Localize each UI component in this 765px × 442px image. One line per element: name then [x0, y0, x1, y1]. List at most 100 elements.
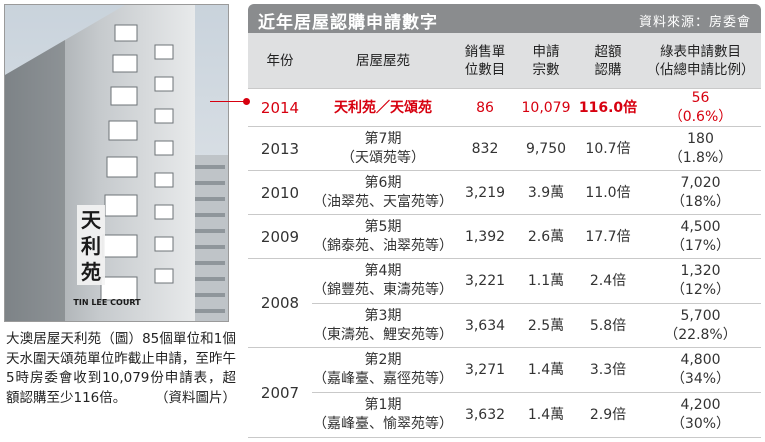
- cell-oversubscription: 17.7倍: [585, 228, 631, 245]
- cell-units: 86: [476, 99, 494, 116]
- cell-units: 1,392: [464, 228, 506, 245]
- cell-applications: 1.4萬: [527, 406, 565, 423]
- cell-estate: 第6期 （油翠苑、天富苑等）: [312, 171, 454, 215]
- cell-applications: 3.9萬: [527, 184, 565, 201]
- header-year: 年份: [248, 33, 312, 88]
- table-title-bar: 近年居屋認購申請數字 資料來源：房委會: [248, 4, 761, 33]
- cell-oversubscription: 2.9倍: [589, 406, 627, 423]
- cell-estate: 第3期 （東濤苑、鯉安苑等）: [312, 304, 454, 348]
- cell-estate-names: （天頌苑等）: [341, 150, 425, 166]
- cell-phase: 第7期: [364, 131, 402, 147]
- caption-text: 大澳居屋天利苑（圖）85個單位和1個天水圍天頌苑單位昨截止申請，至昨午5時房委會…: [6, 331, 236, 406]
- header-over-line2: 認購: [594, 61, 622, 78]
- cell-green-count: 56: [691, 90, 710, 106]
- cell-green-form: 180 （1.8%）: [640, 127, 761, 171]
- header-apps-line1: 申請: [532, 43, 560, 60]
- pointer-line: [210, 101, 246, 102]
- header-over-line1: 超額: [594, 43, 622, 60]
- sign-char-1: 天: [81, 208, 102, 232]
- cell-green-count: 4,800: [680, 352, 721, 368]
- header-apps-line2: 宗數: [532, 61, 560, 78]
- cell-estate-names: （東濤苑、鯉安苑等）: [313, 327, 453, 343]
- cell-green-pct: （30%）: [670, 416, 731, 432]
- cell-units: 3,271: [464, 361, 506, 378]
- row-divider: [312, 392, 761, 393]
- cell-estate: 第4期 （錦豐苑、東濤苑等）: [312, 259, 454, 303]
- cell-applications: 2.6萬: [527, 228, 565, 245]
- table-row-2010: 2010 第6期 （油翠苑、天富苑等） 3,219 3.9萬 11.0倍 7,0…: [248, 170, 761, 215]
- cell-applications: 2.5萬: [527, 317, 565, 334]
- cell-units: 3,221: [464, 272, 506, 289]
- header-year-label: 年份: [266, 52, 294, 69]
- cell-year: 2008: [260, 294, 300, 312]
- cell-green-form: 7,020 （18%）: [640, 171, 761, 215]
- cell-applications: 1.4萬: [527, 361, 565, 378]
- cell-estate-names: （嘉峰臺、嘉徑苑等）: [313, 371, 453, 387]
- header-estate-label: 居屋屋苑: [356, 52, 410, 69]
- cell-estate-names: （錦豐苑、東濤苑等）: [313, 282, 453, 298]
- row-divider: [312, 303, 761, 304]
- cell-phase: 第5期: [364, 219, 402, 235]
- header-applications: 申請 宗數: [516, 33, 576, 88]
- cell-applications: 1.1萬: [527, 272, 565, 289]
- cell-green-pct: （12%）: [670, 282, 731, 298]
- cell-green-form: 1,320 （12%）: [640, 259, 761, 303]
- table-group-2007: 2007 第2期 （嘉峰臺、嘉徑苑等） 3,271 1.4萬 3.3倍 4,80…: [248, 347, 761, 438]
- cell-units: 832: [471, 140, 499, 157]
- header-green-line1: 綠表申請數目: [660, 43, 741, 60]
- table-group-2008: 2008 第4期 （錦豐苑、東濤苑等） 3,221 1.1萬 2.4倍 1,32…: [248, 258, 761, 348]
- cell-green-count: 7,020: [680, 175, 721, 191]
- cell-green-form: 4,200 （30%）: [640, 393, 761, 437]
- table-row-2014: 2014 天利苑／天頌苑 86 10,079 116.0倍 56 （0.6%）: [248, 88, 761, 127]
- header-oversubscription: 超額 認購: [576, 33, 640, 88]
- cell-estate: 第2期 （嘉峰臺、嘉徑苑等）: [312, 348, 454, 392]
- cell-year: 2007: [260, 383, 300, 402]
- cell-green-pct: （34%）: [670, 371, 731, 387]
- cell-phase: 第4期: [364, 263, 402, 279]
- photo-caption: 大澳居屋天利苑（圖）85個單位和1個天水圍天頌苑單位昨截止申請，至昨午5時房委會…: [6, 330, 236, 408]
- cell-oversubscription: 10.7倍: [585, 140, 631, 157]
- cell-year: 2009: [260, 227, 300, 246]
- cell-green-pct: （22.8%）: [664, 327, 737, 343]
- sign-char-2: 利: [81, 234, 101, 258]
- cell-green-count: 4,200: [680, 397, 721, 413]
- cell-oversubscription: 5.8倍: [589, 317, 627, 334]
- cell-year: 2013: [260, 139, 300, 158]
- cell-green-count: 4,500: [680, 219, 721, 235]
- sign-english: TIN LEE COURT: [73, 298, 141, 307]
- cell-estate-names: （錦泰苑、油翠苑等）: [313, 238, 453, 254]
- cell-units: 3,634: [464, 317, 506, 334]
- cell-green-pct: （1.8%）: [668, 150, 733, 166]
- cell-green-form: 56 （0.6%）: [640, 89, 761, 127]
- cell-green-pct: （17%）: [670, 238, 731, 254]
- cell-estate-names: （嘉峰臺、愉翠苑等）: [313, 416, 453, 432]
- cell-green-pct: （0.6%）: [668, 109, 733, 125]
- application-stats-table: 近年居屋認購申請數字 資料來源：房委會 年份 居屋屋苑 銷售單 位數目 申請 宗…: [248, 4, 761, 438]
- table-header: 年份 居屋屋苑 銷售單 位數目 申請 宗數 超額 認購 綠表申請數目 （佔總申請…: [248, 33, 761, 88]
- cell-applications: 9,750: [525, 140, 567, 157]
- cell-oversubscription: 11.0倍: [585, 184, 631, 201]
- cell-year: 2010: [260, 183, 300, 202]
- building-photo: 天 利 苑 TIN LEE COURT: [4, 4, 229, 322]
- header-green-form: 綠表申請數目 （佔總申請比例）: [640, 33, 761, 88]
- cell-phase: 第2期: [364, 352, 402, 368]
- cell-green-form: 4,800 （34%）: [640, 348, 761, 392]
- header-units-line1: 銷售單: [464, 43, 506, 60]
- table-title: 近年居屋認購申請數字: [258, 13, 438, 33]
- cell-oversubscription: 2.4倍: [589, 272, 627, 289]
- cell-estate-names: （油翠苑、天富苑等）: [313, 194, 453, 210]
- cell-phase: 第6期: [364, 175, 402, 191]
- sign-char-3: 苑: [81, 260, 101, 284]
- cell-phase: 第3期: [364, 308, 402, 324]
- cell-green-pct: （18%）: [670, 194, 731, 210]
- header-estate: 居屋屋苑: [312, 33, 454, 88]
- cell-estate-names: 天利苑／天頌苑: [334, 99, 432, 116]
- cell-oversubscription: 3.3倍: [589, 361, 627, 378]
- cell-green-count: 180: [687, 131, 714, 147]
- cell-green-form: 5,700 （22.8%）: [640, 304, 761, 348]
- cell-estate: 第7期 （天頌苑等）: [312, 127, 454, 171]
- table-row-2009: 2009 第5期 （錦泰苑、油翠苑等） 1,392 2.6萬 17.7倍 4,5…: [248, 214, 761, 259]
- header-green-line2: （佔總申請比例）: [646, 61, 755, 78]
- cell-oversubscription: 116.0倍: [578, 99, 638, 116]
- header-units: 銷售單 位數目: [454, 33, 516, 88]
